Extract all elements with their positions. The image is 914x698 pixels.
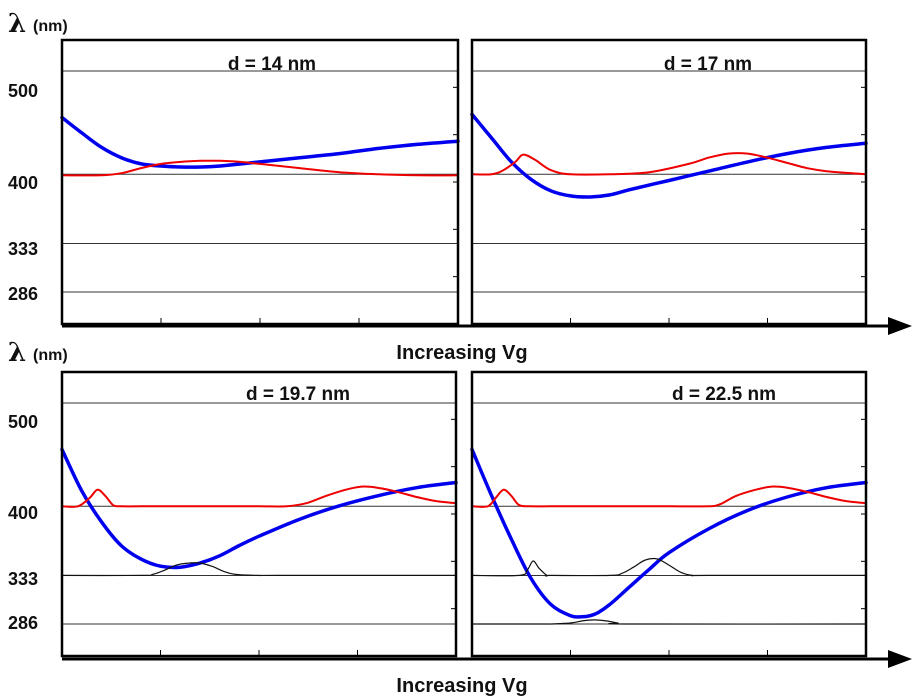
- panel-title: d = 19.7 nm: [246, 384, 350, 405]
- blue-series-line: [470, 447, 868, 619]
- blue-series-line: [60, 115, 460, 169]
- y-tick-label: 400: [8, 503, 38, 523]
- x-axis-arrow-bottom: [62, 650, 912, 668]
- y-tick-label: 286: [8, 613, 38, 633]
- y-tick-label: 500: [8, 412, 38, 432]
- panel-title: d = 14 nm: [228, 54, 316, 75]
- red-series-line: [471, 485, 867, 508]
- y-axis-unit-top: (nm): [33, 18, 68, 35]
- panel-d-14nm: d = 14 nm: [60, 38, 460, 326]
- x-axis-arrow-top: [62, 317, 912, 335]
- blue-series-line: [470, 112, 868, 199]
- y-tick-label: 400: [8, 173, 38, 193]
- y-axis-symbol-bottom: λ: [8, 338, 26, 368]
- x-axis-label-top: Increasing Vg: [396, 342, 527, 364]
- black-series-line: [471, 619, 867, 625]
- black-series-line: [61, 562, 457, 577]
- red-series-line: [61, 159, 459, 177]
- y-tick-label: 286: [8, 284, 38, 304]
- blue-series-line: [60, 447, 458, 570]
- black-series-line: [471, 557, 867, 577]
- panel-d-17nm: d = 17 nm: [470, 38, 868, 326]
- y-tick-label: 333: [8, 239, 38, 259]
- y-tick-label: 500: [8, 81, 38, 101]
- panel-d-19-7nm: d = 19.7 nm: [60, 370, 458, 658]
- y-tick-label: 333: [8, 569, 38, 589]
- y-tick-labels-bottom: 500 400 333 286: [8, 412, 38, 633]
- y-tick-labels-top: 500 400 333 286: [8, 81, 38, 304]
- y-axis-unit-bottom: (nm): [33, 347, 68, 364]
- red-series-line: [471, 152, 867, 176]
- red-series-line: [61, 485, 457, 508]
- x-axis-label-bottom: Increasing Vg: [396, 675, 527, 697]
- y-axis-symbol-top: λ: [8, 9, 26, 39]
- panel-title: d = 22.5 nm: [672, 384, 776, 405]
- panel-d-22-5nm: d = 22.5 nm: [470, 370, 868, 658]
- panel-title: d = 17 nm: [664, 54, 752, 75]
